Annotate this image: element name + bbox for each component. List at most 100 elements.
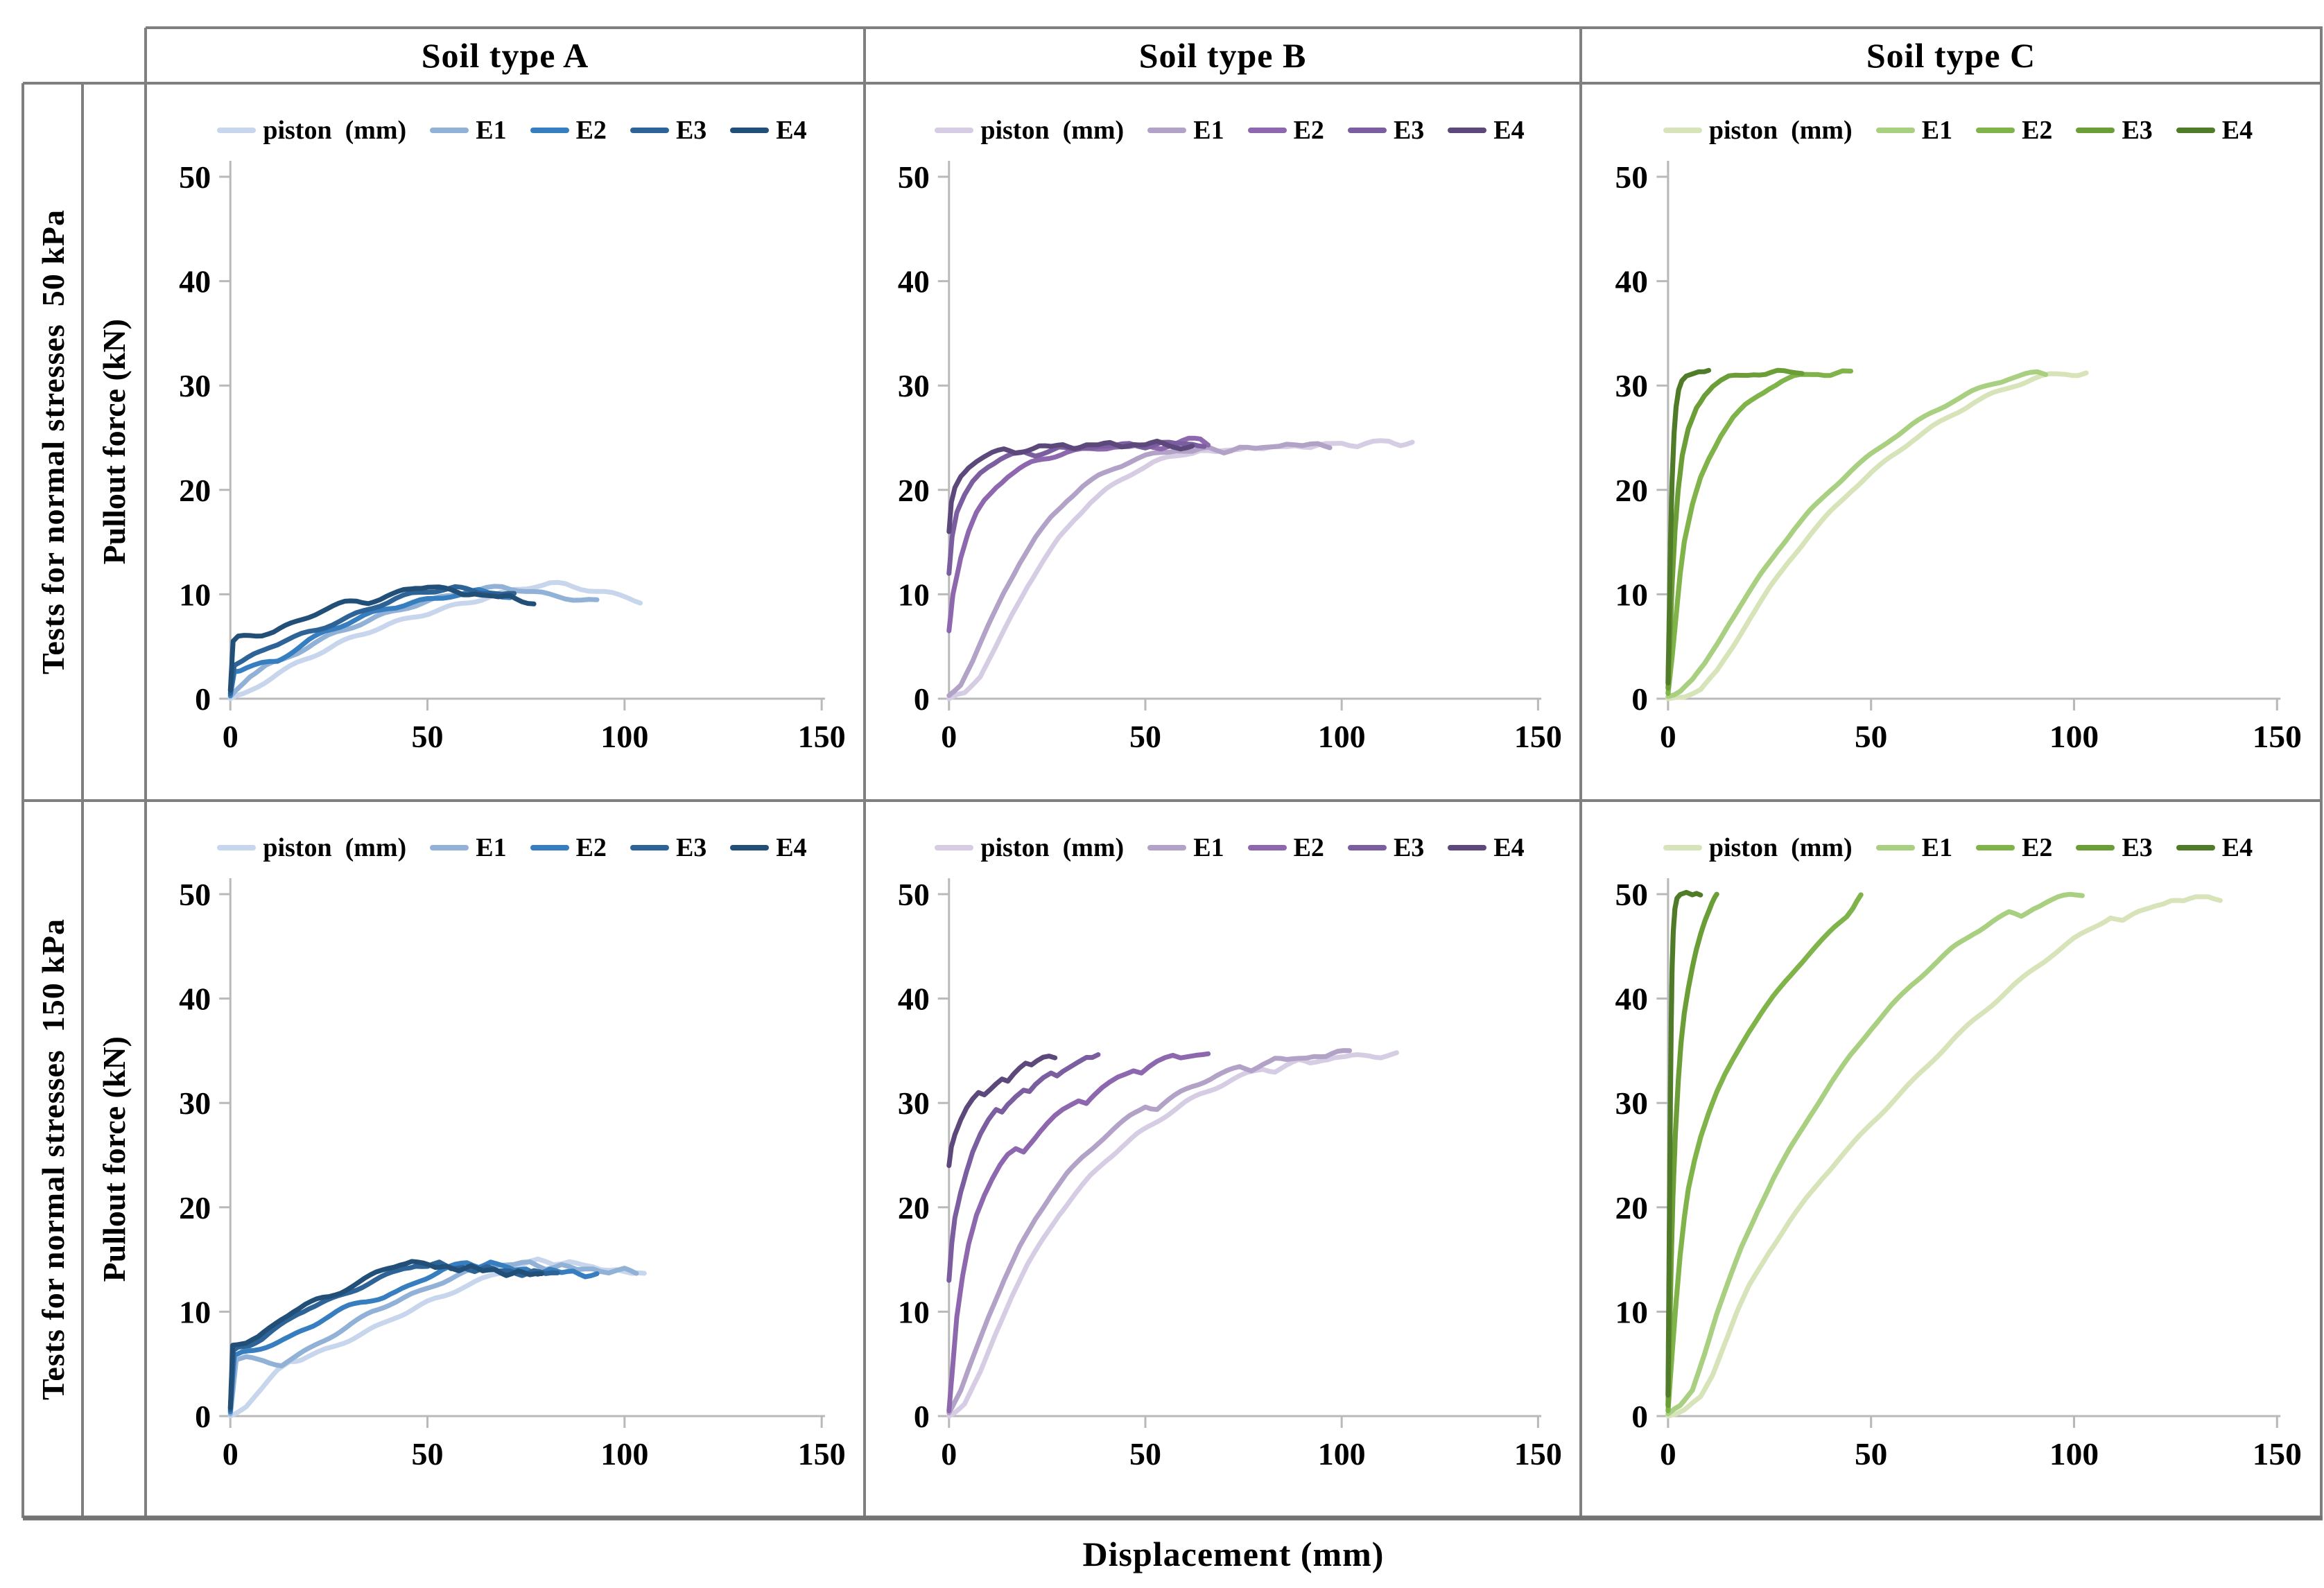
legend-swatch-e4 xyxy=(1448,128,1487,133)
y-tick-label: 0 xyxy=(914,681,930,717)
legend-item-piston-mm: piston (mm) xyxy=(935,832,1124,863)
y-tick-label: 10 xyxy=(1615,1295,1648,1330)
plot-area: 0 10 20 30 40 50 0 50 100 150 xyxy=(898,877,1562,1472)
legend-label: piston (mm) xyxy=(263,116,407,145)
legend-swatch-e1 xyxy=(430,845,469,850)
legend-label: E3 xyxy=(2122,833,2153,862)
y-tick-label: 50 xyxy=(898,159,930,195)
legend-swatch-e2 xyxy=(1247,845,1287,850)
axes xyxy=(219,161,825,710)
y-tick-label: 30 xyxy=(898,1085,930,1121)
legend-swatch-e1 xyxy=(1147,845,1187,850)
legend-item-e4: E4 xyxy=(2176,832,2253,863)
legend-label: piston (mm) xyxy=(263,833,407,862)
x-tick-label: 0 xyxy=(1660,719,1676,755)
y-tick-label: 0 xyxy=(1631,1399,1648,1435)
legend-label: E2 xyxy=(1293,116,1324,145)
y-tick-label: 20 xyxy=(1615,1190,1648,1225)
y-tick-label: 10 xyxy=(898,1294,930,1329)
legend-label: E3 xyxy=(1393,116,1425,145)
row-label-150kpa: Tests for normal stresses 150 kPa xyxy=(23,801,83,1518)
legend-swatch-e3 xyxy=(630,845,669,850)
legend-swatch-piston-mm xyxy=(1663,845,1702,850)
y-tick-label: 50 xyxy=(179,159,211,195)
series-e3 xyxy=(946,1052,1101,1283)
x-tick-label: 150 xyxy=(798,719,846,754)
chart-soil-a-150kpa: piston (mm) E1 E2 E3 E4 0 10 20 30 40 50 0 50 100 150 xyxy=(146,801,865,1518)
y-tick-label: 30 xyxy=(179,1085,211,1121)
y-tick-label: 10 xyxy=(898,577,930,612)
x-tick-label: 50 xyxy=(1855,1437,1887,1472)
series-e4 xyxy=(1665,889,1703,1398)
legend-swatch-e1 xyxy=(1875,845,1915,850)
legend-swatch-piston-mm xyxy=(217,845,257,850)
legend-swatch-e1 xyxy=(430,128,469,133)
legend-item-piston-mm: piston (mm) xyxy=(217,115,406,146)
x-tick-label: 50 xyxy=(1129,719,1161,754)
y-axis-title-row2-text: Pullout force (kN) xyxy=(96,1036,132,1282)
legend-item-e4: E4 xyxy=(2176,115,2253,146)
series-e4 xyxy=(946,438,1195,534)
chart-soil-b-150kpa: piston (mm) E1 E2 E3 E4 0 10 20 30 40 50 0 50 100 150 xyxy=(865,801,1581,1518)
chart-soil-a-50kpa: piston (mm) E1 E2 E3 E4 0 10 20 30 40 50 0 50 100 150 xyxy=(146,83,865,801)
legend-swatch-e2 xyxy=(530,845,569,850)
legend-item-e4: E4 xyxy=(1448,115,1525,146)
row-label-150kpa-text: Tests for normal stresses 150 kPa xyxy=(35,918,71,1401)
plot-area: 0 10 20 30 40 50 0 50 100 150 xyxy=(1615,160,2302,755)
series-e3 xyxy=(227,584,517,696)
legend-item-e1: E1 xyxy=(430,832,507,863)
series-e1 xyxy=(1665,369,2049,699)
legend-item-e4: E4 xyxy=(1448,832,1525,863)
legend-label: E1 xyxy=(1921,833,1953,862)
x-tick-label: 150 xyxy=(1514,1436,1562,1472)
legend-swatch-e4 xyxy=(2176,845,2215,850)
legend-swatch-e2 xyxy=(1976,128,2015,133)
legend: piston (mm) E1 E2 E3 E4 xyxy=(166,828,858,867)
y-tick-label: 40 xyxy=(898,981,930,1017)
legend-swatch-e2 xyxy=(1247,128,1287,133)
legend-swatch-e4 xyxy=(730,128,770,133)
legend-label: E1 xyxy=(1193,833,1224,862)
y-tick-label: 50 xyxy=(1615,160,1648,195)
series-piston-mm xyxy=(227,579,643,701)
series-e3 xyxy=(946,439,1207,576)
plot-area: 0 10 20 30 40 50 0 50 100 150 xyxy=(1615,878,2302,1472)
y-tick-label: 50 xyxy=(179,877,211,912)
x-axis-title: Displacement (mm) xyxy=(1082,1535,1385,1573)
y-tick-label: 0 xyxy=(195,681,211,717)
legend-item-e3: E3 xyxy=(630,832,706,863)
x-tick-label: 100 xyxy=(2049,719,2099,755)
legend-label: E1 xyxy=(1193,116,1224,145)
legend-item-e1: E1 xyxy=(1147,115,1224,146)
y-tick-label: 40 xyxy=(179,264,211,299)
x-tick-label: 50 xyxy=(411,1436,443,1472)
y-tick-label: 20 xyxy=(179,473,211,508)
axes xyxy=(937,878,1542,1428)
legend-item-e3: E3 xyxy=(2076,115,2153,146)
x-tick-label: 100 xyxy=(600,1436,648,1472)
series-e1 xyxy=(946,441,1333,698)
legend-label: E4 xyxy=(1493,116,1525,145)
legend-swatch-e4 xyxy=(730,845,770,850)
legend-swatch-e3 xyxy=(2076,128,2115,133)
y-tick-label: 10 xyxy=(179,1294,211,1329)
legend-item-e4: E4 xyxy=(730,832,807,863)
grid-lines xyxy=(21,26,2323,1521)
legend-label: E4 xyxy=(776,116,807,145)
y-tick-label: 40 xyxy=(898,264,930,299)
legend-label: E2 xyxy=(2022,833,2053,862)
series-e3 xyxy=(227,1259,560,1413)
y-tick-label: 40 xyxy=(1615,264,1648,299)
x-tick-label: 50 xyxy=(1129,1436,1161,1472)
axes xyxy=(1656,161,2281,710)
legend: piston (mm) E1 E2 E3 E4 xyxy=(1602,111,2314,150)
legend-item-e1: E1 xyxy=(1147,832,1224,863)
series-e4 xyxy=(946,1054,1058,1169)
y-tick-label: 20 xyxy=(898,1190,930,1225)
series-e4 xyxy=(227,1259,544,1411)
legend: piston (mm) E1 E2 E3 E4 xyxy=(166,111,858,150)
column-header-soil-type-a: Soil type A xyxy=(421,36,589,75)
y-tick-label: 40 xyxy=(179,981,211,1017)
legend-item-e3: E3 xyxy=(630,115,706,146)
legend-label: E4 xyxy=(2221,833,2253,862)
